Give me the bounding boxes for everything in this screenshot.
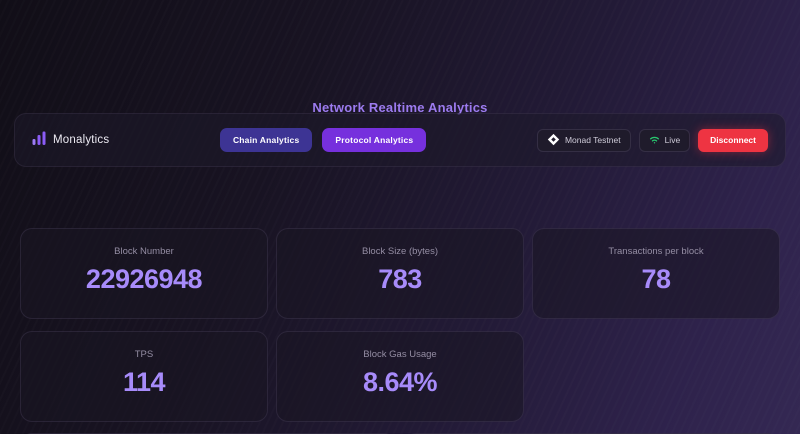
stats-grid: Block Number 22926948 Block Size (bytes)… bbox=[20, 228, 780, 422]
network-badge-label: Monad Testnet bbox=[564, 135, 621, 145]
stat-card-block-gas-usage: Block Gas Usage 8.64% bbox=[276, 331, 524, 422]
stat-label: Block Number bbox=[114, 246, 174, 257]
live-badge-label: Live bbox=[664, 135, 681, 145]
header-right-group: Monad Testnet Live Disconnect bbox=[536, 128, 768, 152]
brand: Monalytics bbox=[32, 131, 109, 150]
stat-card-block-number: Block Number 22926948 bbox=[20, 228, 268, 319]
app-header: Monalytics Chain Analytics Protocol Anal… bbox=[14, 113, 786, 167]
main-nav: Chain Analytics Protocol Analytics bbox=[109, 128, 537, 152]
monad-diamond-icon bbox=[547, 133, 560, 148]
bar-chart-icon bbox=[32, 131, 46, 150]
page-title: Network Realtime Analytics bbox=[312, 100, 488, 115]
stat-value: 22926948 bbox=[85, 264, 203, 294]
stat-value: 114 bbox=[122, 367, 166, 397]
stat-value: 8.64% bbox=[362, 367, 438, 397]
stat-card-transactions-per-block: Transactions per block 78 bbox=[532, 228, 780, 319]
stat-card-block-size: Block Size (bytes) 783 bbox=[276, 228, 524, 319]
live-status-badge: Live bbox=[638, 128, 691, 152]
stat-card-tps: TPS 114 bbox=[20, 331, 268, 422]
brand-name: Monalytics bbox=[53, 134, 110, 146]
stat-value: 783 bbox=[378, 264, 422, 294]
wifi-icon bbox=[649, 134, 660, 147]
nav-protocol-analytics-button[interactable]: Protocol Analytics bbox=[322, 128, 427, 152]
stat-label: Block Gas Usage bbox=[363, 349, 437, 360]
nav-chain-analytics-button[interactable]: Chain Analytics bbox=[219, 128, 313, 152]
stat-label: TPS bbox=[134, 349, 154, 360]
stat-value: 78 bbox=[641, 264, 671, 294]
stat-label: Transactions per block bbox=[608, 246, 704, 257]
network-badge[interactable]: Monad Testnet bbox=[536, 128, 631, 152]
disconnect-button[interactable]: Disconnect bbox=[698, 128, 768, 152]
stat-label: Block Size (bytes) bbox=[361, 246, 439, 257]
